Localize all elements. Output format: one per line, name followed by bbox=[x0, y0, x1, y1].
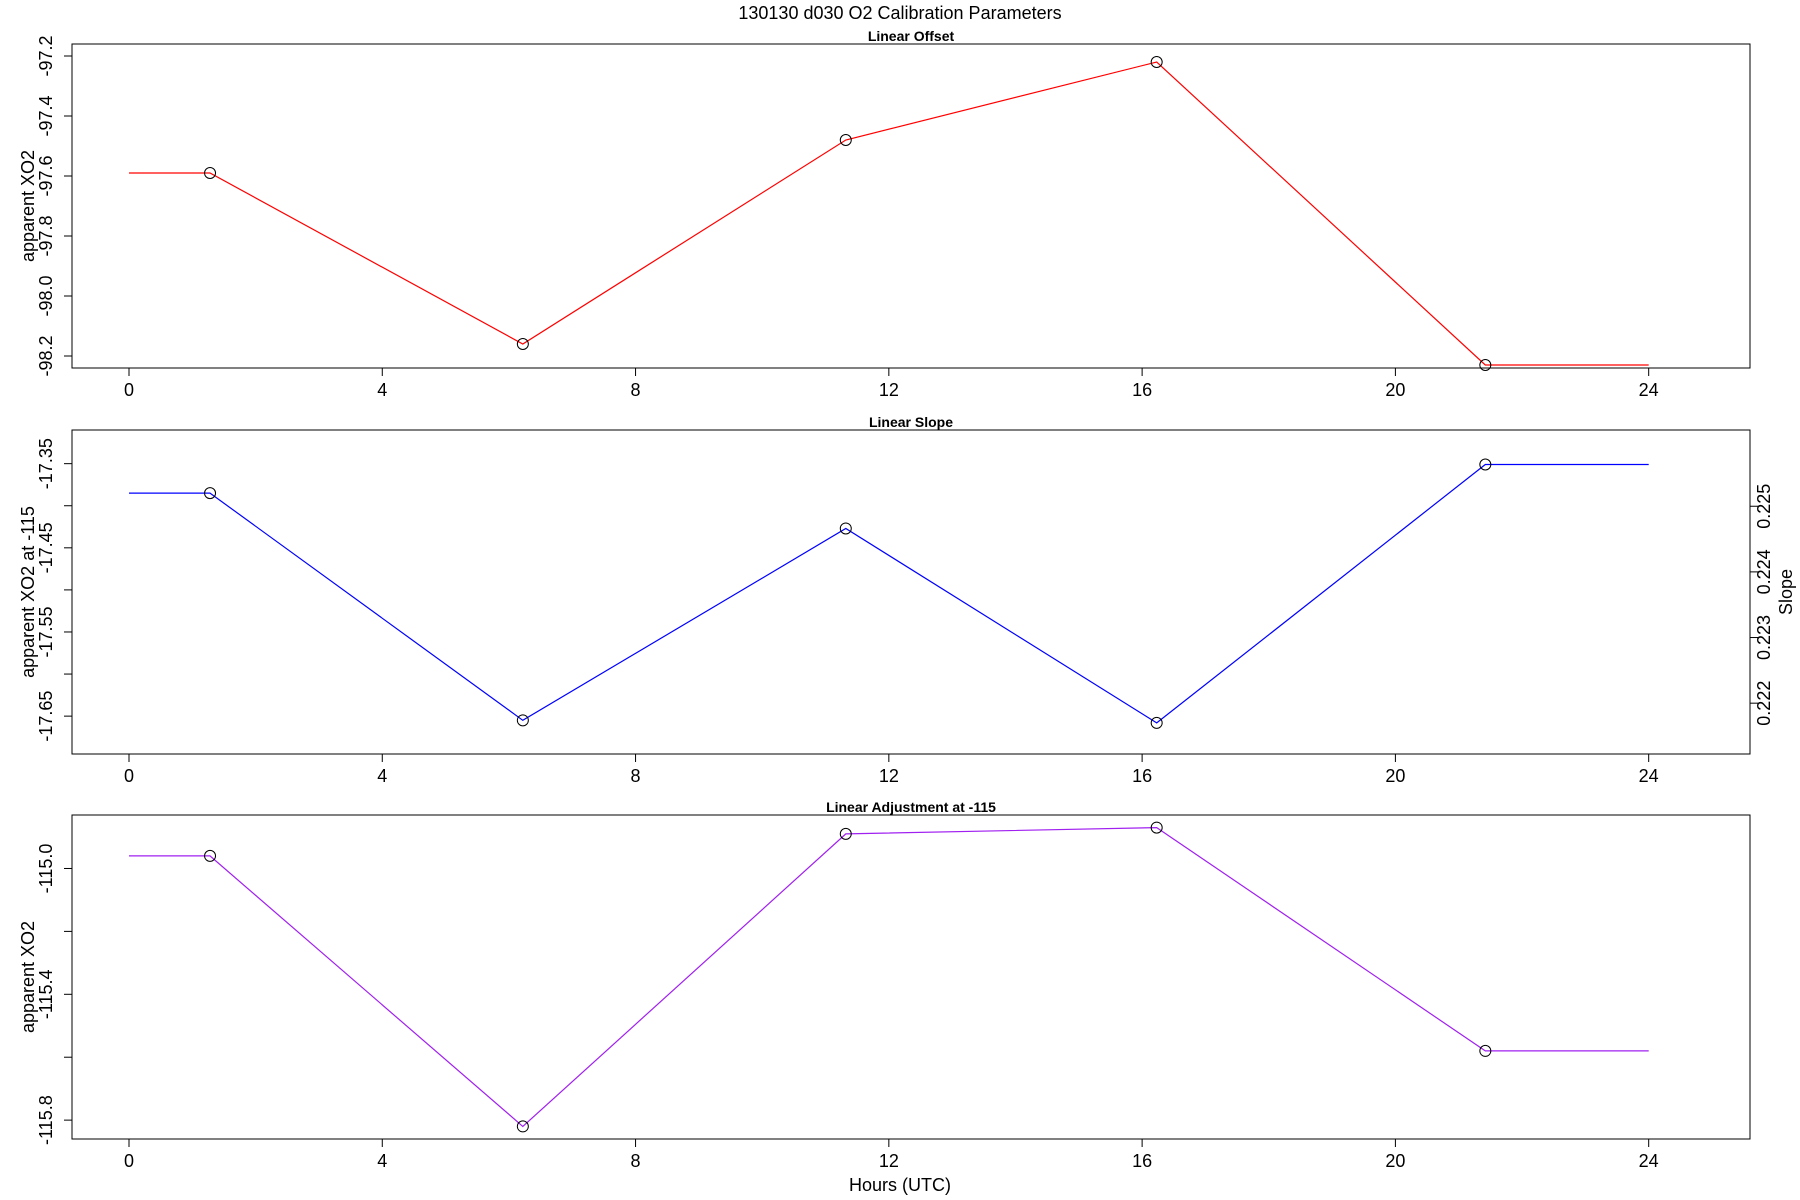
x-axis-title: Hours (UTC) bbox=[849, 1175, 951, 1195]
plot-frame bbox=[71, 43, 1751, 369]
y-tick-label: -98.2 bbox=[36, 335, 56, 376]
data-point bbox=[1479, 359, 1492, 371]
y-right-tick-label: 0.225 bbox=[1754, 484, 1774, 529]
data-point bbox=[204, 849, 217, 862]
x-tick-label: 12 bbox=[879, 1151, 899, 1171]
x-tick-label: 24 bbox=[1639, 766, 1659, 786]
panel-1: Linear Offset 0 4 8 12 16 20 24 -98.2 -98.0 -97.8 -… bbox=[18, 28, 1751, 400]
data-point bbox=[204, 487, 217, 500]
y-tick-label: -17.55 bbox=[36, 606, 56, 657]
y-tick-label: -98.0 bbox=[36, 275, 56, 316]
x-tick-label: 0 bbox=[124, 1151, 134, 1171]
x-tick-label: 0 bbox=[124, 766, 134, 786]
y-right-axis-title: Slope bbox=[1776, 569, 1796, 615]
data-point bbox=[1150, 821, 1163, 834]
data-point bbox=[839, 134, 852, 146]
y-right-tick-label: 0.223 bbox=[1754, 615, 1774, 660]
y-tick-label: -17.45 bbox=[36, 522, 56, 573]
chart-panels: Linear Offset 0 4 8 12 16 20 24 -98.2 -98.0 -97.8 -… bbox=[18, 28, 1796, 1171]
x-tick-label: 12 bbox=[879, 766, 899, 786]
x-tick-label: 20 bbox=[1385, 766, 1405, 786]
x-tick-label: 8 bbox=[631, 380, 641, 400]
panel-2: Linear Slope 0 4 8 12 16 20 24 -17.65 -17.55 -17.4… bbox=[18, 414, 1796, 786]
plot-frame bbox=[71, 429, 1751, 755]
x-tick-label: 0 bbox=[124, 380, 134, 400]
data-point bbox=[839, 522, 852, 535]
y-tick-label: -97.4 bbox=[36, 95, 56, 136]
data-point bbox=[1479, 1044, 1492, 1057]
data-point bbox=[1150, 716, 1163, 729]
x-tick-label: 8 bbox=[631, 1151, 641, 1171]
series-line bbox=[129, 61, 1649, 366]
y-axis-title: apparent XO2 bbox=[18, 921, 38, 1033]
y-tick-label: -97.2 bbox=[36, 35, 56, 76]
data-point bbox=[1150, 56, 1163, 68]
y-tick-label: -17.65 bbox=[36, 691, 56, 742]
data-point bbox=[516, 338, 529, 350]
x-tick-label: 4 bbox=[377, 1151, 387, 1171]
y-tick-label: -115.0 bbox=[36, 844, 56, 894]
y-tick-label: -97.6 bbox=[36, 155, 56, 196]
y-tick-label: -17.35 bbox=[36, 438, 56, 489]
data-point bbox=[1479, 458, 1492, 471]
x-tick-label: 8 bbox=[631, 766, 641, 786]
data-point bbox=[204, 167, 217, 179]
x-tick-label: 20 bbox=[1385, 1151, 1405, 1171]
x-tick-label: 16 bbox=[1132, 766, 1152, 786]
panel-title: Linear Slope bbox=[869, 414, 953, 430]
x-tick-label: 4 bbox=[377, 766, 387, 786]
x-tick-label: 16 bbox=[1132, 1151, 1152, 1171]
y-axis-title: apparent XO2 at -115 bbox=[18, 506, 38, 678]
data-point bbox=[839, 827, 852, 840]
x-tick-label: 24 bbox=[1639, 380, 1659, 400]
y-tick-label: -115.4 bbox=[36, 969, 56, 1019]
x-tick-label: 12 bbox=[879, 380, 899, 400]
y-tick-label: -97.8 bbox=[36, 215, 56, 256]
plot-frame bbox=[71, 814, 1751, 1140]
series-line bbox=[129, 463, 1649, 724]
x-tick-label: 20 bbox=[1385, 380, 1405, 400]
x-tick-label: 4 bbox=[377, 380, 387, 400]
data-point bbox=[516, 1120, 529, 1133]
panel-3: Linear Adjustment at -115 0 4 8 12 16 20 24 -115… bbox=[18, 799, 1751, 1171]
x-tick-label: 24 bbox=[1639, 1151, 1659, 1171]
y-right-tick-label: 0.224 bbox=[1754, 549, 1774, 594]
x-tick-label: 16 bbox=[1132, 380, 1152, 400]
y-axis-title: apparent XO2 bbox=[18, 150, 38, 262]
panel-title: Linear Adjustment at -115 bbox=[826, 799, 996, 815]
y-tick-label: -115.8 bbox=[36, 1095, 56, 1145]
series-line bbox=[129, 826, 1649, 1128]
chart-main-title: 130130 d030 O2 Calibration Parameters bbox=[738, 3, 1061, 23]
data-point bbox=[516, 714, 529, 727]
panel-title: Linear Offset bbox=[868, 28, 955, 44]
y-right-tick-label: 0.222 bbox=[1754, 681, 1774, 726]
